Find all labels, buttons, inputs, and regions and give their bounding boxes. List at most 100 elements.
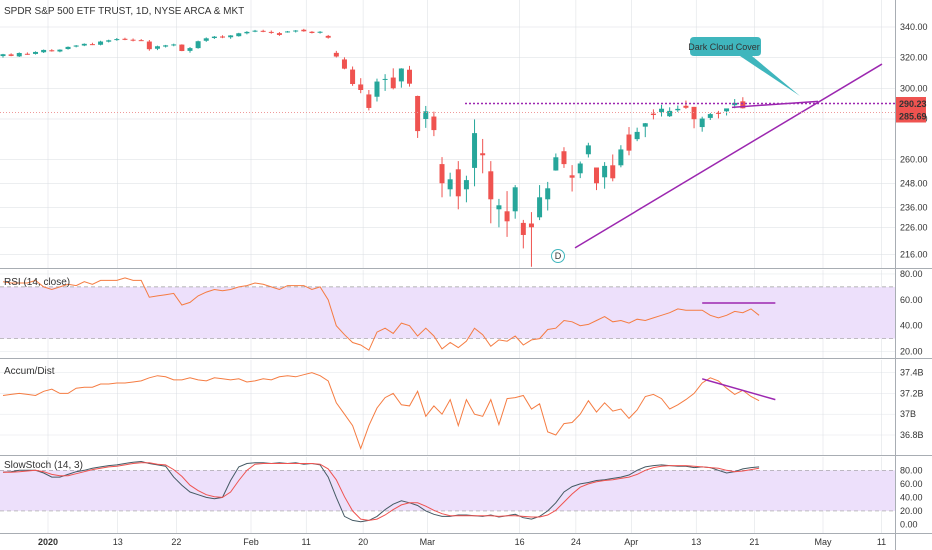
x-tick-label: 16 (515, 537, 525, 547)
candle-body (683, 105, 689, 108)
stoch-tick-label: 20.00 (900, 506, 923, 516)
stoch-k-line (2, 460, 760, 523)
x-tick-label: Mar (420, 537, 436, 547)
price-tick-label: 260.00 (900, 154, 928, 164)
candle-body (593, 167, 599, 184)
candle-body (512, 187, 518, 212)
candle-body (138, 40, 144, 42)
stoch-tick-label: 60.00 (900, 479, 923, 489)
series-layer (0, 28, 760, 523)
x-tick-label: 2020 (38, 537, 58, 547)
candle-body (49, 50, 55, 52)
candle-body (146, 41, 152, 50)
candle-body (260, 30, 266, 32)
x-tick-label: 21 (749, 537, 759, 547)
candle-body (333, 52, 339, 57)
candle-body (634, 131, 640, 140)
trendline-top (731, 100, 819, 109)
candle-body (561, 151, 567, 165)
x-tick-label: 20 (358, 537, 368, 547)
rsi-band (0, 286, 895, 339)
candle-body (16, 53, 22, 57)
candle-body (707, 114, 713, 118)
candle-body (423, 111, 429, 119)
candle-body (89, 44, 95, 46)
candle-body (122, 38, 128, 40)
candle-body (447, 179, 453, 190)
dividend-marker-icon (551, 249, 565, 263)
band-layer (0, 286, 895, 512)
stoch-tick-label: 0.00 (900, 520, 918, 530)
price-tick-label: 340.00 (900, 22, 928, 32)
rsi-tick-label: 20.00 (900, 347, 923, 357)
candle-body (398, 68, 404, 82)
candle-body (301, 29, 307, 32)
candle-body (24, 53, 30, 55)
candle-body (659, 108, 665, 113)
candle-body (374, 81, 380, 97)
trendline-support (574, 63, 883, 249)
candle-body (390, 77, 396, 89)
callout-text: Dark Cloud Cover (688, 42, 760, 52)
candle-body (309, 31, 315, 33)
x-tick-label: 11 (877, 537, 886, 547)
ad-tick-label: 37.2B (900, 388, 924, 398)
candle-body (553, 157, 559, 171)
rsi-line (2, 277, 760, 351)
candle-body (618, 149, 624, 166)
x-tick-label: Feb (243, 537, 259, 547)
candle-body (220, 36, 226, 38)
price-tick-label: 236.00 (900, 202, 928, 212)
candle-body (724, 108, 730, 112)
candle-body (228, 35, 234, 38)
rsi-tick-label: 60.00 (900, 295, 923, 305)
candle-body (65, 46, 71, 50)
candle-body (244, 31, 250, 34)
candle-body (130, 39, 136, 41)
price-label-text: 285.69 (899, 112, 927, 122)
candle-body (602, 165, 608, 178)
price-tick-label: 226.00 (900, 222, 928, 232)
candle-body (350, 69, 356, 85)
stoch-band (0, 470, 895, 511)
candle-body (472, 133, 478, 168)
candle-body (642, 123, 648, 127)
candle-body (325, 35, 331, 38)
candle-body (545, 188, 551, 200)
candle-body (98, 41, 104, 45)
candle-body (33, 51, 39, 54)
candle-body (382, 78, 388, 80)
candle-body (439, 164, 445, 184)
candle-body (341, 59, 347, 69)
candle-body (463, 180, 469, 190)
price-label-box (896, 97, 926, 110)
stoch-d-line (3, 462, 760, 521)
candle-body (699, 118, 705, 128)
candle-body (577, 163, 583, 174)
price-tick-label: 216.00 (900, 250, 928, 260)
price-tick-label: 248.00 (900, 178, 928, 188)
candle-body (537, 197, 543, 218)
candle-body (179, 44, 185, 52)
stoch-panel-title: SlowStoch (14, 3) (4, 460, 83, 471)
candle-body (203, 38, 209, 41)
candle-body (81, 43, 87, 46)
candle-body (268, 31, 274, 33)
stoch-tick-label: 40.00 (900, 492, 923, 502)
candle-body (41, 49, 47, 53)
candle-body (114, 39, 120, 41)
x-tick-label: 11 (302, 537, 311, 547)
stoch-tick-label: 80.00 (900, 465, 923, 475)
chart-title: SPDR S&P 500 ETF TRUST, 1D, NYSE ARCA & … (4, 6, 244, 17)
candle-body (569, 175, 575, 178)
candle-body (585, 145, 591, 155)
candle-body (171, 44, 177, 46)
candle-body (358, 84, 364, 90)
price-tick-label: 300.00 (900, 83, 928, 93)
ad-trendline (701, 378, 776, 401)
x-tick-label: 13 (691, 537, 701, 547)
candle-body (480, 153, 486, 156)
x-tick-label: 13 (113, 537, 123, 547)
candle-body (73, 45, 79, 47)
